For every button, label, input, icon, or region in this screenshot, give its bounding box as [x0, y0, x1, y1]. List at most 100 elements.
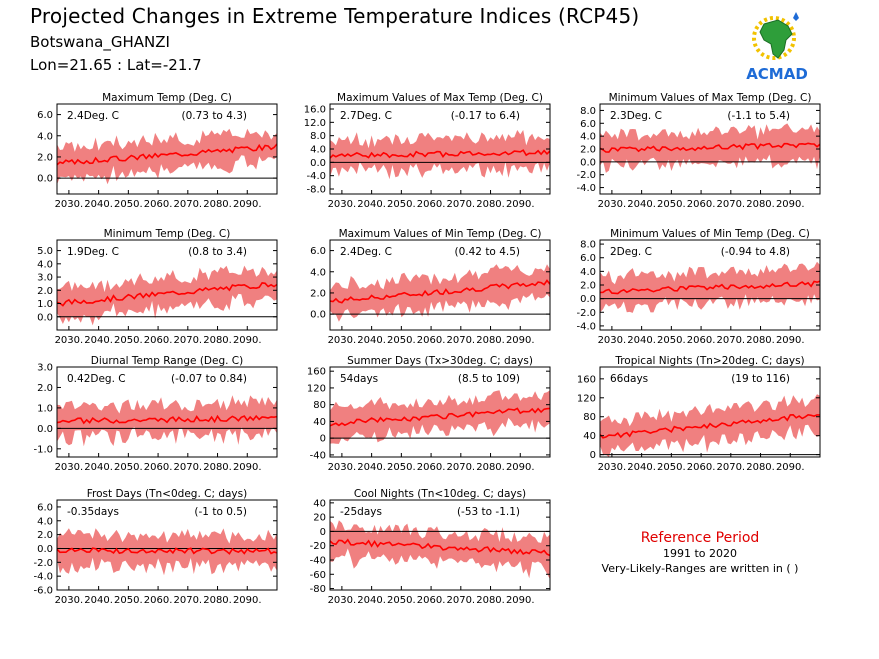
mean-line [599, 280, 821, 295]
x-tick-label: 2060. [417, 595, 446, 606]
mean-value-label: 66days [610, 373, 648, 385]
coordinates-label: Lon=21.65 : Lat=-21.7 [30, 56, 202, 74]
y-tick-label: 80 [583, 412, 596, 423]
x-tick-label: 2090. [233, 462, 262, 473]
y-tick-label: -2.0 [33, 558, 53, 569]
y-tick-label: 40 [313, 417, 326, 428]
x-tick-label: 2080. [203, 199, 232, 210]
y-tick-label: 0.0 [37, 424, 53, 435]
x-tick-label: 2040. [357, 335, 386, 346]
x-tick-label: 2090. [233, 335, 262, 346]
x-tick-label: 2070. [173, 462, 202, 473]
x-tick-label: 2070. [446, 595, 475, 606]
chart-title: Maximum Values of Min Temp (Deg. C) [339, 228, 542, 240]
x-tick-label: 2050. [387, 462, 416, 473]
reference-period-title: Reference Period [640, 530, 760, 546]
very-likely-range-label: (0.8 to 3.4) [188, 246, 247, 258]
y-tick-label: 40 [313, 498, 326, 509]
x-tick-label: 2070. [173, 335, 202, 346]
y-tick-label: 0 [590, 450, 596, 461]
x-tick-label: 2080. [476, 462, 505, 473]
x-tick-label: 2040. [84, 335, 113, 346]
x-tick-label: 2070. [716, 335, 745, 346]
x-tick-label: 2080. [203, 335, 232, 346]
y-tick-label: 4.0 [580, 267, 596, 278]
very-likely-range-label: (19 to 116) [731, 373, 790, 385]
y-tick-label: 2.0 [580, 145, 596, 156]
y-tick-label: 20 [313, 513, 326, 524]
y-tick-label: 0.0 [37, 544, 53, 555]
reference-period-years: 1991 to 2020 [662, 547, 738, 560]
plot-frame [329, 239, 551, 331]
x-tick-label: 2080. [746, 199, 775, 210]
x-tick-label: 2090. [776, 462, 805, 473]
mean-value-label: 2.3Deg. C [610, 110, 662, 122]
mean-line [329, 149, 551, 159]
x-tick-label: 2060. [687, 199, 716, 210]
x-tick-label: 2060. [144, 199, 173, 210]
plot-frame [56, 499, 278, 591]
x-tick-label: 2030. [328, 462, 357, 473]
x-tick-label: 2090. [776, 199, 805, 210]
x-tick-label: 2030. [328, 335, 357, 346]
y-tick-label: -6.0 [33, 586, 53, 597]
y-tick-label: -4.0 [576, 321, 596, 332]
location-label: Botswana_GHANZI [30, 33, 170, 51]
y-tick-label: 6.0 [310, 246, 326, 257]
x-tick-label: 2070. [446, 199, 475, 210]
y-tick-label: 0 [320, 434, 326, 445]
y-tick-label: 40 [583, 431, 596, 442]
x-tick-label: 2050. [114, 595, 143, 606]
y-tick-label: 6.0 [37, 502, 53, 513]
mean-value-label: -25days [340, 506, 382, 518]
range-band [57, 265, 277, 326]
x-tick-label: 2040. [84, 199, 113, 210]
plot-frame [56, 366, 278, 458]
x-tick-label: 2070. [716, 199, 745, 210]
x-tick-label: 2050. [114, 335, 143, 346]
y-tick-label: -4.0 [306, 171, 326, 182]
y-tick-label: 6.0 [580, 119, 596, 130]
mean-line [329, 279, 551, 304]
y-tick-label: 0.0 [37, 174, 53, 185]
y-tick-label: 6.0 [37, 110, 53, 121]
x-tick-label: 2060. [417, 199, 446, 210]
x-tick-label: 2090. [506, 462, 535, 473]
mean-value-label: 2Deg. C [610, 246, 652, 258]
y-tick-label: 120 [577, 393, 596, 404]
y-tick-label: 1.0 [37, 299, 53, 310]
mean-line [599, 413, 821, 439]
y-tick-label: 4.0 [37, 516, 53, 527]
mean-value-label: 2.4Deg. C [67, 110, 119, 122]
mean-line [56, 143, 278, 166]
logo-text: ACMAD [746, 65, 808, 83]
x-tick-label: 2080. [203, 462, 232, 473]
range-band [330, 520, 550, 580]
y-tick-label: -1.0 [33, 444, 53, 455]
chart-title: Maximum Temp (Deg. C) [102, 92, 232, 104]
mean-value-label: 0.42Deg. C [67, 373, 126, 385]
x-tick-label: 2040. [357, 462, 386, 473]
x-tick-label: 2030. [598, 199, 627, 210]
y-tick-label: -4.0 [33, 572, 53, 583]
x-tick-label: 2030. [328, 595, 357, 606]
y-tick-label: 12.0 [304, 118, 326, 129]
chart-panel: -1.0 0.0 1.0 2.0 3.0 2030. 2040. 2050. 2060. 2070… [33, 355, 278, 473]
mean-value-label: 1.9Deg. C [67, 246, 119, 258]
africa-map-logo [752, 12, 799, 60]
mean-line [56, 414, 278, 425]
page-title: Projected Changes in Extreme Temperature… [30, 4, 640, 28]
mean-line [329, 538, 551, 557]
x-tick-label: 2030. [55, 462, 84, 473]
x-tick-label: 2080. [746, 335, 775, 346]
range-band [57, 128, 277, 185]
y-tick-label: 8.0 [310, 131, 326, 142]
plot-frame [599, 366, 821, 458]
x-tick-label: 2030. [598, 462, 627, 473]
x-tick-label: 2030. [598, 335, 627, 346]
x-tick-label: 2080. [746, 462, 775, 473]
